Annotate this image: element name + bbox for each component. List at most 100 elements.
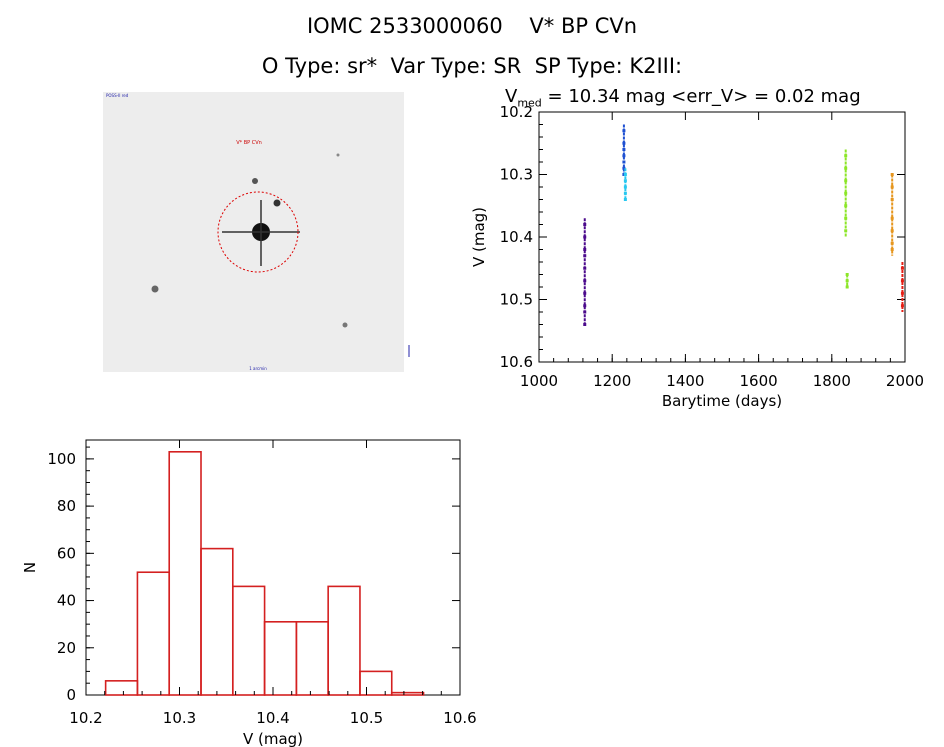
x-tick-label: 1400 [666, 372, 704, 390]
star [342, 322, 348, 328]
y-tick-label: 10.3 [500, 166, 533, 184]
median-sub: med [517, 96, 542, 110]
data-point [844, 179, 848, 183]
data-point [622, 160, 626, 164]
y-tick-label: 10.2 [500, 103, 533, 121]
data-point [890, 173, 894, 176]
data-point [845, 285, 849, 289]
y-tick-label: 10.5 [500, 291, 533, 309]
histogram-bar [263, 621, 298, 696]
x-tick-label: 10.4 [256, 709, 289, 727]
data-point [583, 248, 587, 251]
histogram-bar [295, 621, 329, 696]
data-point [844, 229, 848, 233]
y-tick-label: 80 [57, 497, 76, 515]
data-point [583, 223, 587, 226]
histogram-plot: 10.2 10.3 10.4 10.5 10.6 0 20 40 60 80 100 V (mag) N [21, 439, 477, 747]
data-point [623, 179, 627, 183]
plot-frame [538, 111, 906, 363]
x-tick-label: 1000 [520, 372, 558, 390]
median-prefix: V [505, 86, 518, 107]
data-point [623, 185, 627, 189]
y-tick-label: 10.6 [500, 353, 533, 371]
plot-frame [85, 439, 461, 696]
chart-subtitle: O Type: sr* Var Type: SR SP Type: K2III: [261, 54, 683, 78]
data-point [622, 141, 626, 145]
data-point [583, 279, 587, 283]
histogram-bar [390, 691, 425, 696]
median-rest: = 10.34 mag <err_V> = 0.02 mag [541, 86, 861, 107]
data-point [890, 248, 894, 251]
y-tick-label: 40 [57, 592, 76, 610]
data-point [623, 191, 627, 195]
chart-title: IOMC 2533000060 V* BP CVn [306, 14, 638, 38]
data-point [583, 310, 587, 314]
data-point [583, 304, 587, 308]
data-point [583, 323, 587, 326]
data-point [622, 129, 626, 133]
data-point [622, 154, 626, 158]
aperture-circle [217, 191, 299, 273]
y-tick-label: 60 [57, 544, 76, 562]
target-label: V* BP CVn [236, 140, 262, 146]
data-point [844, 204, 848, 208]
star [252, 178, 258, 184]
histogram-bar [327, 585, 361, 696]
data-point [845, 273, 849, 276]
y-tick-label: 10.4 [500, 228, 533, 246]
data-point [623, 173, 627, 176]
data-point [622, 148, 626, 151]
data-point [890, 216, 894, 220]
data-point [844, 166, 848, 170]
y-tick-label: 0 [66, 686, 76, 704]
data-point [900, 266, 904, 270]
star [273, 199, 281, 207]
data-point [890, 198, 894, 201]
histogram-bar [359, 670, 393, 696]
y-axis-label: N [21, 562, 39, 573]
data-point [890, 241, 894, 245]
data-point [844, 154, 848, 158]
scale-label: 1 arcmin [249, 366, 267, 371]
x-axis-label: V (mag) [243, 730, 303, 747]
data-point [900, 279, 904, 283]
data-point [845, 279, 849, 283]
x-tick-label: 1200 [593, 372, 631, 390]
data-point [890, 229, 894, 233]
survey-label: POSS-II red [106, 93, 129, 98]
star [336, 153, 340, 157]
histogram-bar [168, 451, 202, 696]
data-point [900, 291, 904, 295]
y-tick-label: 20 [57, 639, 76, 657]
y-axis-label: V (mag) [470, 207, 488, 267]
data-point [900, 304, 904, 308]
data-point [844, 216, 848, 220]
data-point [622, 166, 626, 170]
data-point [583, 291, 587, 295]
sky-stars [151, 153, 348, 328]
sky-image: V* BP CVn POSS-II red 1 arcmin [103, 92, 410, 372]
x-tick-label: 1600 [740, 372, 778, 390]
histogram-bar [104, 680, 139, 696]
y-tick-label: 100 [47, 450, 76, 468]
x-tick-label: 1800 [813, 372, 851, 390]
data-point [623, 198, 627, 201]
x-axis-label: Barytime (days) [662, 392, 782, 410]
data-point [583, 266, 587, 270]
x-tick-label: 10.2 [69, 709, 102, 727]
x-tick-label: 10.3 [163, 709, 196, 727]
histogram-bar [136, 571, 171, 696]
light-curve-plot: 1000 1200 1400 1600 1800 2000 10.2 10.3 10.4 10.5… [470, 103, 924, 410]
data-point [583, 254, 587, 258]
x-tick-label: 10.5 [350, 709, 383, 727]
x-tick-label: 10.6 [443, 709, 476, 727]
data-point [844, 191, 848, 195]
x-tick-label: 2000 [886, 372, 924, 390]
median-label: Vmed = 10.34 mag <err_V> = 0.02 mag [505, 86, 861, 110]
data-point [583, 235, 587, 239]
data-point [890, 185, 894, 189]
star [151, 285, 159, 293]
histogram-bar [200, 547, 234, 696]
histogram-bar [231, 585, 266, 696]
